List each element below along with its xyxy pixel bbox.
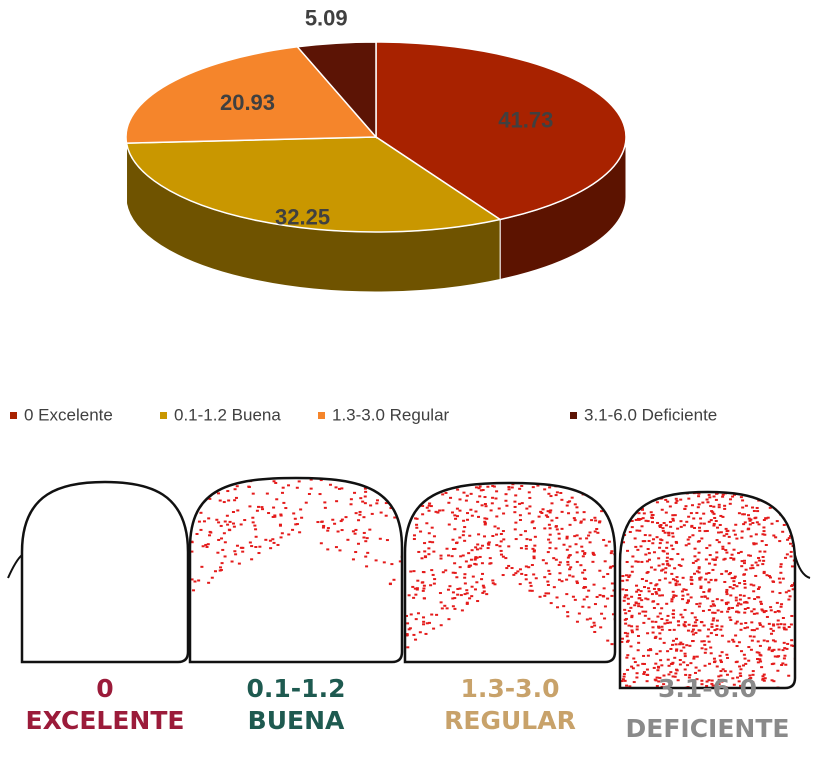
decay-speckles [620,492,795,688]
tooth [620,492,795,688]
legend-label: 0.1-1.2 Buena [174,405,281,424]
legend-swatch [10,412,17,419]
legend-label: 3.1-6.0 Deficiente [584,405,717,424]
legend-label: 0 Excelente [24,405,113,424]
legend-swatch [160,412,167,419]
tooth [22,482,188,662]
legend: 0 Excelente 0.1-1.2 Buena 1.3-3.0 Regular 3… [10,405,717,424]
tooth-grade: REGULAR [444,706,576,735]
data-label: 20.93 [220,90,275,115]
tooth-range: 0.1-1.2 [247,674,346,703]
tooth-grade: DEFICIENTE [626,714,790,743]
tooth [405,483,615,662]
tooth-outline [403,481,617,664]
tooth [190,478,402,662]
pie-side [125,136,128,204]
data-label: 41.73 [498,108,553,133]
legend-label: 1.3-3.0 Regular [332,405,450,424]
legend-swatch [570,412,577,419]
tooth-range: 3.1-6.0 [658,674,757,703]
tooth-outline [618,490,797,690]
tooth-outline [188,476,404,664]
pie-slice [375,41,627,221]
tooth-range: 1.3-3.0 [461,674,560,703]
pie-slice [295,41,377,140]
teeth-illustration: 0 EXCELENTE 0.1-1.2 BUENA 1.3-3.0 REGULAR 3.1-… [7,476,811,743]
legend-swatch [318,412,325,419]
pie-slice [125,136,503,233]
tooth-grade: EXCELENTE [26,706,185,735]
pie-slice [125,46,378,144]
pie-chart: 41.73 32.25 20.93 5.09 [125,6,627,293]
tooth-grade: BUENA [248,706,345,735]
decay-speckles [190,478,402,594]
data-label: 32.25 [275,205,330,230]
tooth-outline [20,480,190,664]
decay-speckles [405,483,615,649]
data-label: 5.09 [305,6,348,31]
tooth-range: 0 [96,674,113,703]
